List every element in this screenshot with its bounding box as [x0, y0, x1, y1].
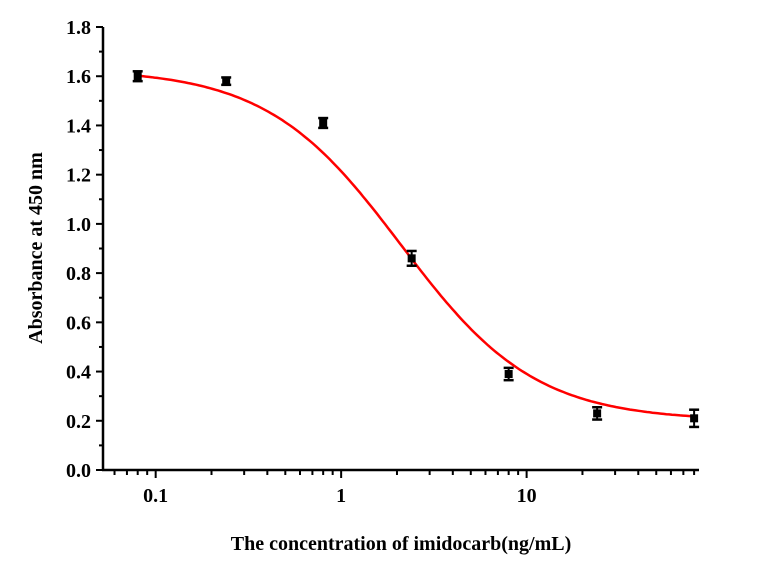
data-points	[132, 70, 700, 429]
y-tick-label: 1.4	[66, 115, 91, 137]
data-point	[407, 254, 416, 263]
axes: 0.0 0.2 0.4 0.6 0.8 1.0 1.2 1.4 1.6 1.8 0.1 1 10	[66, 17, 699, 507]
y-axis-title: Absorbance at 450 nm	[25, 152, 47, 344]
y-tick-label: 0.4	[66, 362, 91, 384]
fit-curve	[137, 74, 695, 418]
data-point	[319, 118, 328, 127]
x-axis-title: The concentration of imidocarb(ng/mL)	[231, 533, 572, 555]
x-tick-label: 0.1	[143, 485, 168, 507]
y-tick-label: 0.8	[66, 263, 91, 285]
data-point	[133, 72, 142, 81]
data-point	[690, 414, 699, 423]
data-point	[504, 370, 513, 379]
y-tick-label: 0.6	[66, 312, 91, 334]
y-tick-label: 1.0	[66, 214, 91, 236]
y-tick-label: 0.0	[66, 460, 91, 482]
x-tick-label: 10	[517, 485, 537, 507]
y-tick-label: 1.6	[66, 66, 91, 88]
y-tick-label: 0.2	[66, 411, 91, 433]
x-tick-label: 1	[336, 485, 346, 507]
data-point	[222, 77, 231, 86]
y-tick-label: 1.2	[66, 165, 91, 187]
y-tick-label: 1.8	[66, 17, 91, 39]
data-point	[593, 409, 602, 418]
